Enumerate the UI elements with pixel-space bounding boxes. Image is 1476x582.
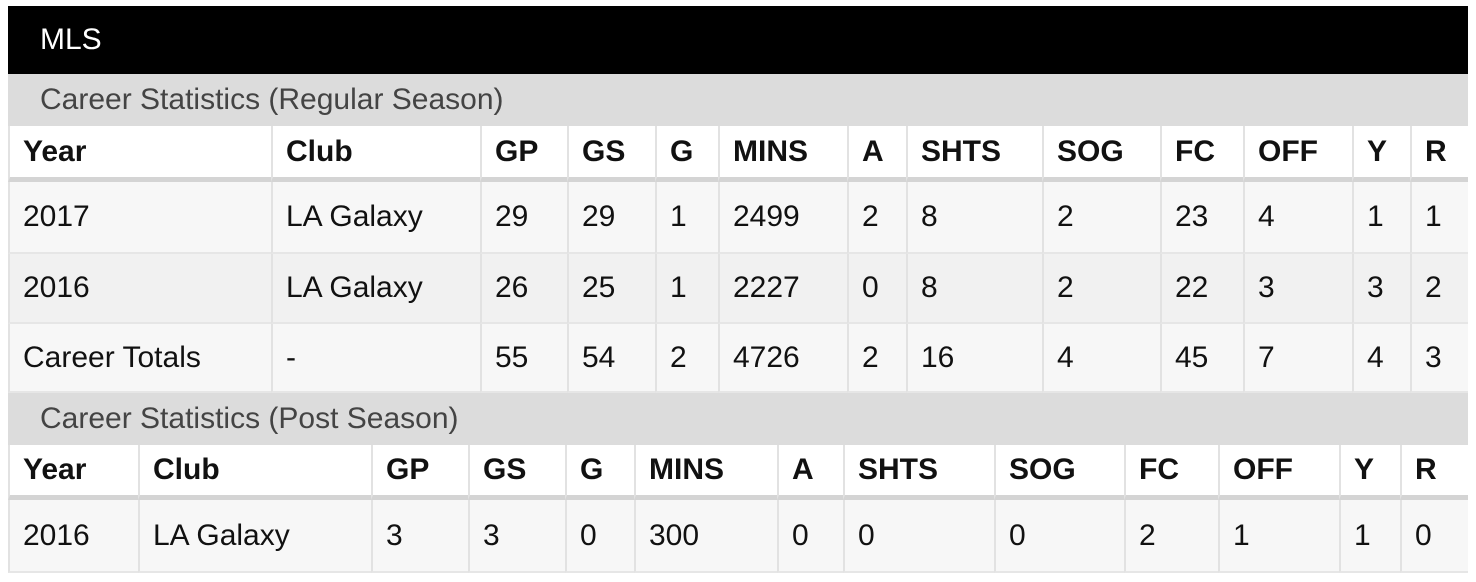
table-cell: 26 [480, 254, 567, 324]
table-cell: 8 [906, 254, 1042, 324]
column-header: MINS [634, 445, 777, 500]
table-cell: - [271, 324, 480, 393]
table-cell: 54 [567, 324, 655, 393]
table-cell: 45 [1160, 324, 1243, 393]
table-cell: 0 [994, 500, 1124, 573]
table-cell: 2227 [718, 254, 847, 324]
table-cell: 3 [1352, 254, 1410, 324]
table-cell: 2 [1042, 254, 1160, 324]
column-header: R [1400, 445, 1468, 500]
column-header: SOG [1042, 126, 1160, 182]
table-cell: 55 [480, 324, 567, 393]
table-cell: 2016 [8, 500, 138, 573]
column-header: FC [1124, 445, 1218, 500]
table-cell: 2 [847, 182, 906, 254]
table-cell: 29 [567, 182, 655, 254]
column-header: MINS [718, 126, 847, 182]
table-cell: LA Galaxy [138, 500, 371, 573]
table-cell: 1 [1339, 500, 1400, 573]
table-cell: 0 [847, 254, 906, 324]
table-cell: 2016 [8, 254, 271, 324]
column-header: Club [138, 445, 371, 500]
table-cell: 2 [1042, 182, 1160, 254]
column-header: Y [1339, 445, 1400, 500]
column-header: A [777, 445, 843, 500]
table-cell: 1 [1352, 182, 1410, 254]
table-cell: 29 [480, 182, 567, 254]
table-cell: 2017 [8, 182, 271, 254]
table-cell: 300 [634, 500, 777, 573]
table-cell: 4 [1243, 182, 1352, 254]
table-cell: 2 [847, 324, 906, 393]
table-cell: 2 [655, 324, 718, 393]
table-cell: 23 [1160, 182, 1243, 254]
league-header: MLS [8, 6, 1468, 74]
column-header: R [1410, 126, 1468, 182]
table-cell: 3 [468, 500, 565, 573]
column-header: GS [567, 126, 655, 182]
table-cell: 0 [565, 500, 634, 573]
column-header: OFF [1218, 445, 1339, 500]
column-header: G [655, 126, 718, 182]
table-cell: 2 [1410, 254, 1468, 324]
table-cell: 4 [1042, 324, 1160, 393]
table-cell: 3 [1243, 254, 1352, 324]
column-header: OFF [1243, 126, 1352, 182]
column-header: Club [271, 126, 480, 182]
table-cell: 0 [1400, 500, 1468, 573]
column-header: SOG [994, 445, 1124, 500]
section-title: Career Statistics (Post Season) [8, 393, 1468, 445]
column-header: Year [8, 445, 138, 500]
table-cell: 2499 [718, 182, 847, 254]
column-header: Year [8, 126, 271, 182]
section-title: Career Statistics (Regular Season) [8, 74, 1468, 126]
column-header: G [565, 445, 634, 500]
table-cell: 4726 [718, 324, 847, 393]
table-cell: 4 [1352, 324, 1410, 393]
table-cell: 22 [1160, 254, 1243, 324]
table-cell: 7 [1243, 324, 1352, 393]
table-cell: 1 [1218, 500, 1339, 573]
table-cell: 3 [1410, 324, 1468, 393]
column-header: A [847, 126, 906, 182]
table-cell: LA Galaxy [271, 254, 480, 324]
column-header: SHTS [906, 126, 1042, 182]
table-cell: LA Galaxy [271, 182, 480, 254]
column-header: GS [468, 445, 565, 500]
column-header: SHTS [843, 445, 994, 500]
table-cell: 1 [1410, 182, 1468, 254]
column-header: GP [480, 126, 567, 182]
table-cell: 2 [1124, 500, 1218, 573]
table-cell: 0 [843, 500, 994, 573]
table-cell: 1 [655, 254, 718, 324]
table-cell: 3 [371, 500, 468, 573]
table-cell: 8 [906, 182, 1042, 254]
table-cell: 0 [777, 500, 843, 573]
table-cell: 16 [906, 324, 1042, 393]
column-header: Y [1352, 126, 1410, 182]
table-cell: Career Totals [8, 324, 271, 393]
column-header: FC [1160, 126, 1243, 182]
table-cell: 1 [655, 182, 718, 254]
column-header: GP [371, 445, 468, 500]
table-cell: 25 [567, 254, 655, 324]
